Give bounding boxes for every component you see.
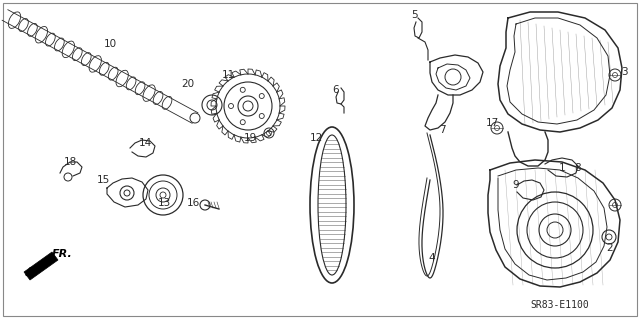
Text: 4: 4	[429, 253, 435, 263]
Polygon shape	[24, 252, 58, 280]
Text: 1: 1	[559, 163, 565, 173]
Text: 12: 12	[309, 133, 323, 143]
Text: 7: 7	[438, 125, 445, 135]
Text: 15: 15	[97, 175, 109, 185]
Text: 6: 6	[333, 85, 339, 95]
Text: 13: 13	[157, 198, 171, 208]
Text: 14: 14	[138, 138, 152, 148]
Text: FR.: FR.	[52, 249, 73, 259]
Text: 19: 19	[243, 133, 257, 143]
Text: 18: 18	[63, 157, 77, 167]
Text: 20: 20	[181, 79, 195, 89]
Text: 11: 11	[221, 70, 235, 80]
Text: 3: 3	[621, 67, 627, 77]
Text: 16: 16	[186, 198, 200, 208]
Text: 17: 17	[485, 118, 499, 128]
Text: 2: 2	[607, 243, 613, 253]
Text: 5: 5	[411, 10, 417, 20]
Text: 10: 10	[104, 39, 116, 49]
Text: 8: 8	[575, 163, 581, 173]
Text: SR83-E1100: SR83-E1100	[531, 300, 589, 310]
Text: 9: 9	[513, 180, 519, 190]
